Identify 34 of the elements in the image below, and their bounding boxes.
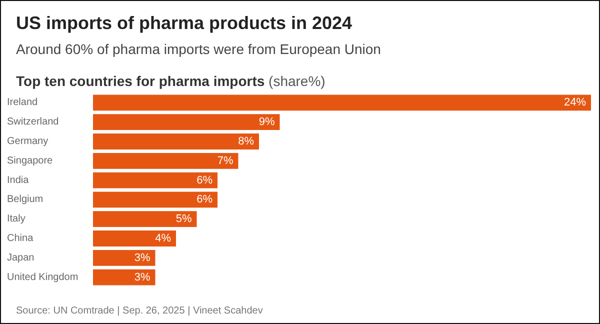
- y-tick-label: Germany: [7, 136, 48, 147]
- chart-title: US imports of pharma products in 2024: [16, 13, 352, 33]
- bar: [93, 134, 259, 150]
- y-tick-label: Belgium: [7, 194, 44, 206]
- bar: [93, 152, 238, 169]
- data-label: 24%: [564, 96, 586, 109]
- data-label: 3%: [134, 271, 150, 284]
- text: Top ten countries for pharma imports (share%): [16, 73, 326, 89]
- data-label: 8%: [238, 136, 254, 148]
- bar: [93, 172, 218, 188]
- bar: [93, 250, 156, 266]
- chart-subtitle: Around 60% of pharma imports were from European Union: [16, 41, 381, 57]
- data-label: 9%: [258, 116, 275, 128]
- data-label: 6%: [196, 174, 213, 186]
- y-tick-label: Italy: [7, 214, 26, 225]
- source-note: Source: UN Comtrade | Sep. 26, 2025 | Vineet Scahdev: [16, 306, 263, 316]
- data-label: 6%: [196, 194, 213, 206]
- y-tick-label: India: [7, 174, 30, 186]
- y-tick-label: Ireland: [7, 97, 38, 108]
- bar: [93, 211, 197, 228]
- y-tick-label: United Kingdom: [7, 272, 78, 283]
- data-label: 4%: [155, 232, 172, 244]
- bar: [93, 94, 591, 111]
- data-label: 5%: [176, 213, 192, 226]
- data-label: 7%: [217, 154, 234, 167]
- y-tick-label: Switzerland: [7, 116, 59, 128]
- bar: [93, 114, 280, 130]
- y-tick-label: Singapore: [7, 155, 54, 166]
- data-label: 3%: [134, 252, 150, 264]
- bar: [93, 269, 156, 286]
- y-tick-label: Japan: [7, 252, 34, 264]
- y-tick-label: China: [7, 233, 34, 244]
- bar: [93, 230, 176, 246]
- bar: [93, 192, 218, 208]
